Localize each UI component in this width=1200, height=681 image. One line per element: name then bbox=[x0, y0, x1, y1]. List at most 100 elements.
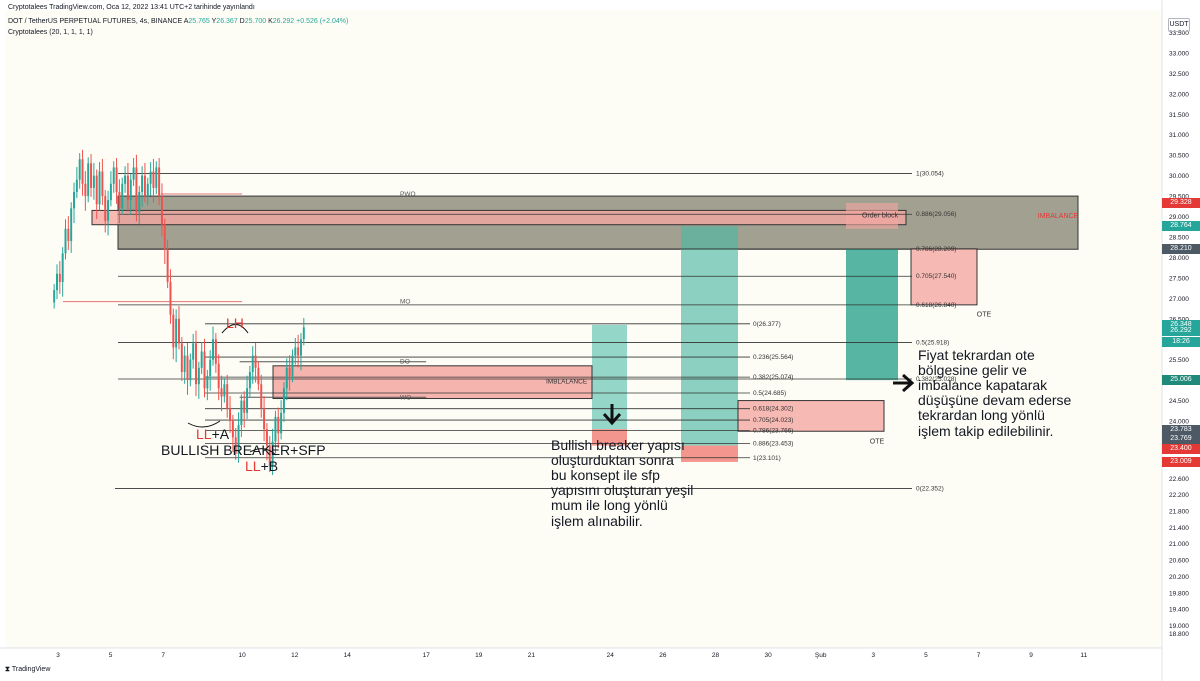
note-right: Fiyat tekrardan ote bölgesine gelir ve imb… bbox=[918, 347, 1071, 439]
candle-body bbox=[203, 351, 206, 389]
note-left-line: mum ile long yönlü bbox=[551, 497, 668, 514]
y-tick-label: 32.500 bbox=[1169, 71, 1189, 78]
candle-body bbox=[240, 400, 243, 426]
y-tick-label: 21.000 bbox=[1169, 541, 1189, 548]
fib-right-label: 0.618(26.840) bbox=[916, 302, 956, 309]
ohlc-key: K bbox=[268, 18, 273, 25]
tradingview-watermark: ⧗ TradingView bbox=[5, 666, 50, 674]
price-badge: 29.328 bbox=[1162, 198, 1200, 209]
candle-body bbox=[58, 273, 61, 282]
imbalance-label-mid: IMBLALANCE bbox=[546, 378, 588, 385]
candle-body bbox=[231, 421, 234, 438]
candle-body bbox=[209, 359, 212, 377]
x-tick-label: 10 bbox=[238, 652, 246, 659]
down-arrow-icon bbox=[602, 404, 622, 426]
right-arrow-icon bbox=[893, 373, 915, 393]
ohlc-value: 25.700 bbox=[244, 18, 267, 25]
fib-left-label: 0(26.377) bbox=[753, 321, 781, 328]
fib-left-label: 0.236(25.564) bbox=[753, 354, 793, 361]
candle-body bbox=[143, 175, 146, 197]
candle-body bbox=[180, 343, 183, 372]
fib-right-label: 1(30.054) bbox=[916, 170, 944, 177]
imbalance-zone-mid bbox=[272, 365, 593, 400]
y-tick-label: 30.500 bbox=[1169, 153, 1189, 160]
y-tick-label: 32.000 bbox=[1169, 91, 1189, 98]
candle-body bbox=[246, 388, 249, 413]
candle-body bbox=[175, 318, 178, 348]
ohlc-key: A bbox=[183, 18, 189, 25]
note-left-line: işlem alınabilir. bbox=[551, 512, 643, 529]
candle-body bbox=[206, 376, 209, 389]
y-tick-label: 20.600 bbox=[1169, 558, 1189, 565]
y-tick-label: 22.200 bbox=[1169, 492, 1189, 499]
candle-body bbox=[158, 167, 161, 197]
note-right-line: işlem takip edilebilinir. bbox=[918, 422, 1054, 439]
y-tick-label: 31.000 bbox=[1169, 132, 1189, 139]
candle-body bbox=[248, 371, 251, 389]
y-tick-label: 25.500 bbox=[1169, 357, 1189, 364]
price-badge: 28.764 bbox=[1162, 221, 1200, 232]
x-tick-label: 9 bbox=[1029, 652, 1033, 659]
candle-body bbox=[251, 355, 254, 372]
candle-body bbox=[124, 175, 127, 184]
ote-zone-right bbox=[910, 248, 978, 306]
candle-body bbox=[186, 355, 189, 381]
x-tick-label: 14 bbox=[344, 652, 352, 659]
candle-body bbox=[214, 339, 217, 364]
fib-right-label: 0.705(27.540) bbox=[916, 273, 956, 280]
x-tick-label: 26 bbox=[659, 652, 667, 659]
ll-b-suffix: +B bbox=[260, 458, 279, 474]
candle-body bbox=[126, 175, 129, 201]
candle-body bbox=[84, 183, 87, 197]
price-badge: 23.783 bbox=[1162, 424, 1200, 435]
note-left-line: yapısını oluşturan yeşil bbox=[551, 482, 694, 499]
candle-body bbox=[118, 191, 121, 209]
ote-label-right: OTE bbox=[977, 312, 992, 319]
fib-left-label: 0.886(23.453) bbox=[753, 440, 793, 447]
fib-left-label: 1(23.101) bbox=[753, 455, 781, 462]
candle-body bbox=[195, 343, 197, 385]
symbol-line: DOT / TetherUS PERPETUAL FUTURES, 4s, BI… bbox=[8, 18, 348, 25]
candle-body bbox=[268, 445, 271, 467]
ote-label-mid: OTE bbox=[870, 439, 885, 446]
candle-body bbox=[138, 191, 141, 213]
y-tick-label: 19.400 bbox=[1169, 607, 1189, 614]
fib-right-label: 0.5(25.918) bbox=[916, 340, 949, 347]
candle-body bbox=[75, 179, 78, 192]
candle-body bbox=[260, 384, 263, 409]
x-tick-label: 30 bbox=[764, 652, 772, 659]
candle-body bbox=[146, 183, 149, 197]
y-tick-label: 18.800 bbox=[1169, 631, 1189, 638]
x-tick-label: 7 bbox=[161, 652, 165, 659]
price-change: +0.526 (+2.04%) bbox=[296, 18, 349, 25]
candle-body bbox=[217, 363, 220, 389]
x-tick-label: 3 bbox=[871, 652, 875, 659]
fib-left-label: 0.5(24.685) bbox=[753, 390, 786, 397]
candle-body bbox=[129, 179, 132, 201]
note-right-line: bölgesine gelir ve bbox=[918, 362, 1027, 379]
note-right-line: Fiyat tekrardan ote bbox=[918, 347, 1035, 363]
candle-body bbox=[288, 367, 291, 377]
price-badge: 25.006 bbox=[1162, 374, 1200, 385]
indicator-line[interactable]: Cryptotalees (20, 1, 1, 1, 1) bbox=[8, 29, 93, 36]
symbol-name: DOT / TetherUS PERPETUAL FUTURES, 4s, BI… bbox=[8, 18, 183, 25]
fib-left-label: 0.705(24.023) bbox=[753, 417, 793, 424]
level-label-do: DO bbox=[400, 359, 410, 366]
candle-body bbox=[183, 355, 186, 372]
candle-body bbox=[254, 355, 257, 368]
order-block-highlight bbox=[846, 203, 898, 229]
fib-right-label: 0.786(28.209) bbox=[916, 246, 956, 253]
candle-body bbox=[87, 163, 90, 197]
y-tick-label: 20.200 bbox=[1169, 574, 1189, 581]
candle-body bbox=[81, 159, 84, 184]
currency-badge[interactable]: USDT bbox=[1168, 18, 1190, 32]
fib-left-label: 0.382(25.074) bbox=[753, 374, 793, 381]
candle-body bbox=[291, 355, 294, 377]
y-tick-label: 22.600 bbox=[1169, 476, 1189, 483]
candle-body bbox=[257, 367, 260, 385]
x-tick-label: 7 bbox=[977, 652, 981, 659]
ohlc-key: D bbox=[239, 18, 245, 25]
ll-a-arc bbox=[187, 420, 221, 428]
